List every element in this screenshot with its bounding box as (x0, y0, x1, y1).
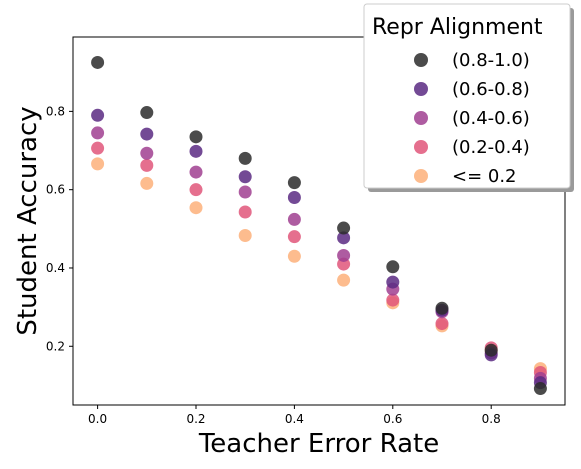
legend-marker (414, 169, 428, 183)
legend-item: <= 0.2 (414, 166, 517, 187)
x-axis-title: Teacher Error Rate (198, 429, 439, 459)
legend-box (363, 3, 571, 189)
data-point (189, 201, 203, 215)
data-point (189, 183, 203, 197)
data-point (337, 221, 351, 235)
data-point (435, 317, 449, 331)
legend-item: (0.8-1.0) (414, 50, 530, 71)
legend-item: (0.6-0.8) (414, 79, 530, 100)
x-tick-label: 0.4 (285, 412, 304, 426)
legend-marker (414, 82, 428, 96)
legend-items: (0.8-1.0) (0.6-0.8) (0.4-0.6) (0.2-0.4) <= 0… (414, 50, 530, 187)
data-point (238, 185, 252, 199)
data-point (386, 293, 400, 307)
data-point (140, 106, 154, 120)
y-tick-label: 0.6 (46, 183, 65, 197)
plot-frame (72, 36, 566, 406)
data-point (287, 176, 301, 190)
data-point (91, 141, 105, 155)
data-point (238, 170, 252, 184)
x-tick-label: 0.0 (88, 412, 107, 426)
legend-label: (0.2-0.4) (452, 137, 530, 158)
data-point (435, 301, 449, 315)
legend-label: (0.6-0.8) (452, 79, 530, 100)
legend: Repr Alignment (0.8-1.0) (0.6-0.8) (0.4-0.… (363, 3, 574, 192)
legend-title: Repr Alignment (372, 15, 543, 40)
data-point (189, 130, 203, 144)
data-point (287, 191, 301, 205)
data-point (91, 126, 105, 140)
data-point (189, 165, 203, 179)
data-point (386, 260, 400, 274)
data-point (533, 382, 547, 396)
legend-marker (414, 53, 428, 67)
legend-item: (0.2-0.4) (414, 137, 530, 158)
legend-label: <= 0.2 (452, 166, 517, 187)
data-point (91, 108, 105, 122)
data-point (337, 231, 351, 245)
data-point (140, 176, 154, 190)
y-axis-title: Student Accuracy (13, 106, 43, 335)
data-point (484, 343, 498, 357)
data-point (287, 212, 301, 226)
data-point (287, 249, 301, 263)
data-point (238, 151, 252, 165)
data-point (140, 146, 154, 160)
legend-label: (0.4-0.6) (452, 108, 530, 129)
data-point (287, 230, 301, 244)
data-point (386, 275, 400, 289)
y-tick-label: 0.8 (46, 104, 65, 118)
series-0 (91, 55, 547, 396)
data-point (140, 158, 154, 172)
legend-label: (0.8-1.0) (452, 50, 530, 71)
x-tick-label: 0.6 (383, 412, 402, 426)
data-point (91, 55, 105, 69)
legend-item: (0.4-0.6) (414, 108, 530, 129)
data-point (238, 205, 252, 219)
x-tick-label: 0.8 (482, 412, 501, 426)
data-point (189, 144, 203, 158)
legend-marker (414, 140, 428, 154)
plot-area: 0.0 0.2 0.4 0.6 0.8 0.2 0.4 0.6 0.8 (46, 36, 566, 426)
data-point (91, 157, 105, 171)
data-point (337, 248, 351, 262)
y-tick-label: 0.4 (46, 261, 65, 275)
data-point (337, 273, 351, 287)
data-point (238, 228, 252, 242)
data-point (140, 127, 154, 141)
x-tick-label: 0.2 (186, 412, 205, 426)
legend-marker (414, 111, 428, 125)
y-tick-label: 0.2 (46, 339, 65, 353)
